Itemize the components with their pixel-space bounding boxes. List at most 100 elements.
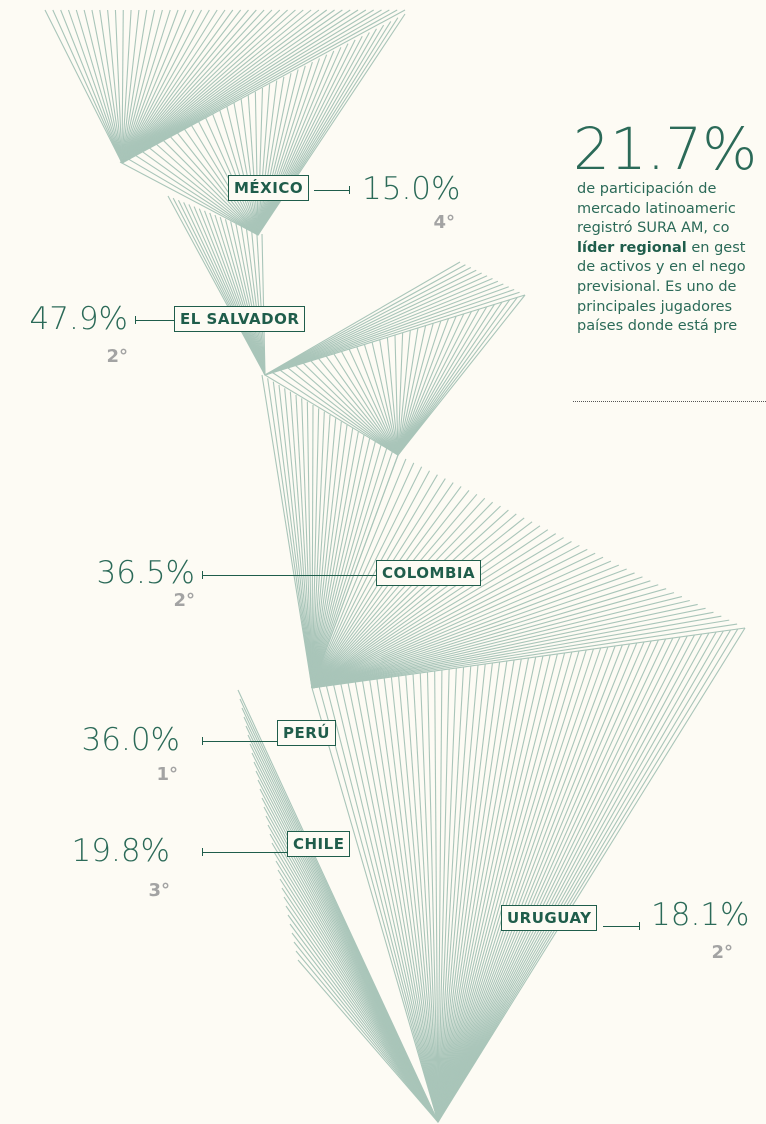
fan-line (121, 9, 288, 164)
fan-line (356, 346, 399, 456)
connector (603, 922, 640, 930)
fan-line (257, 47, 342, 236)
description-line: registró SURA AM, co (577, 220, 730, 237)
rank: 2° (711, 942, 733, 963)
fan-line (233, 102, 259, 236)
fan-line (311, 408, 320, 689)
country-label: CHILE (287, 831, 351, 857)
fan-line (311, 576, 643, 689)
description-line: principales jugadores (577, 298, 733, 315)
fan-line (261, 374, 313, 689)
fan-line (190, 124, 259, 236)
fan-line (437, 665, 472, 1123)
connector (202, 571, 376, 579)
fan-line (394, 334, 399, 456)
fan-line (397, 327, 419, 456)
fan-line (311, 560, 612, 689)
fan-line (340, 683, 439, 1123)
fan-line (437, 647, 602, 1123)
fan-line (264, 261, 461, 376)
fan-line (310, 360, 399, 456)
fan-line (405, 674, 439, 1123)
fan-line (437, 649, 587, 1123)
fan-line (311, 411, 325, 689)
fan-line (311, 493, 478, 689)
fan-line (289, 391, 313, 689)
fan-line (284, 388, 313, 689)
fan-line (318, 686, 439, 1123)
fan-line (261, 233, 266, 376)
fan-line (437, 635, 688, 1123)
connector (314, 186, 350, 194)
fan-line (397, 325, 427, 456)
fan-line (412, 673, 439, 1123)
fan-line (121, 9, 148, 164)
fan-line (437, 645, 616, 1123)
fan-line (121, 9, 179, 164)
fan-line (437, 631, 717, 1123)
fan-line (67, 9, 123, 164)
market-share: 36.5% (96, 555, 195, 591)
fan-line (279, 878, 439, 1123)
fan-line (325, 685, 439, 1123)
emphasis: líder regional (577, 239, 687, 256)
fan-line (267, 378, 313, 689)
fan-line (240, 225, 266, 376)
fan-line (83, 9, 123, 164)
fan-line (257, 84, 271, 236)
fan-line (264, 277, 493, 376)
fan-line (397, 294, 526, 456)
fan-line (437, 636, 681, 1123)
fan-line (311, 418, 337, 689)
fan-line (437, 666, 465, 1123)
fan-line (251, 229, 266, 376)
fan-line (311, 448, 388, 689)
fan-line (272, 381, 313, 689)
fan-line (311, 490, 470, 689)
fan-line (437, 648, 594, 1123)
fan-line (311, 454, 399, 689)
fan-line (311, 501, 494, 689)
fan-line (311, 525, 541, 689)
fan-line (257, 80, 278, 236)
fan-line (397, 332, 404, 456)
fan-line (172, 197, 266, 376)
fan-line (141, 150, 259, 236)
fan-line (311, 619, 730, 689)
fan-line (379, 339, 399, 456)
fan-line (437, 634, 695, 1123)
fan-line (121, 9, 273, 164)
fan-line (397, 315, 457, 456)
country-label: COLOMBIA (376, 560, 482, 586)
fan-line (311, 414, 331, 689)
fan-line (295, 365, 399, 456)
fan-line (302, 362, 399, 456)
fan-line (60, 9, 123, 164)
fan-line (311, 424, 348, 689)
fan-line (247, 95, 259, 236)
fan-line (257, 54, 328, 236)
fan-line (257, 35, 363, 236)
fan-line (437, 638, 667, 1123)
fan-line (289, 923, 439, 1123)
fan-line (325, 355, 399, 456)
connector (135, 316, 174, 324)
rank: 2° (173, 590, 195, 611)
fan-line (311, 615, 722, 689)
fan-line (177, 199, 266, 376)
text: en gest (686, 239, 746, 256)
fan-line (295, 394, 313, 689)
fan-line (397, 323, 434, 456)
market-share: 15.0% (362, 171, 461, 207)
market-share: 36.0% (81, 722, 180, 758)
fan-line (437, 651, 573, 1123)
fan-line (311, 441, 376, 689)
connector (202, 737, 277, 745)
fan-line (148, 146, 259, 236)
fan-line (390, 676, 439, 1123)
fan-line (311, 603, 698, 689)
fan-line (121, 9, 195, 164)
fan-line (121, 9, 304, 164)
fan-line (397, 330, 411, 456)
description: de participación de mercado latinoameric r… (577, 180, 746, 337)
